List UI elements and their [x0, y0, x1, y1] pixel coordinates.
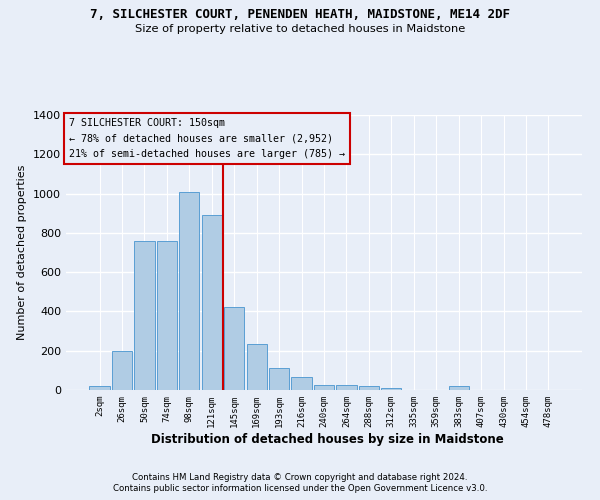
Text: 7, SILCHESTER COURT, PENENDEN HEATH, MAIDSTONE, ME14 2DF: 7, SILCHESTER COURT, PENENDEN HEATH, MAI…: [90, 8, 510, 20]
Y-axis label: Number of detached properties: Number of detached properties: [17, 165, 28, 340]
Bar: [449, 386, 469, 390]
Bar: [314, 384, 334, 390]
Bar: [224, 306, 244, 390]
Text: Size of property relative to detached houses in Maidstone: Size of property relative to detached ho…: [135, 24, 465, 34]
Bar: [337, 384, 356, 390]
Bar: [89, 386, 110, 390]
Bar: [247, 344, 267, 390]
Bar: [359, 386, 379, 390]
Bar: [269, 368, 289, 390]
Bar: [381, 388, 401, 390]
Text: Contains HM Land Registry data © Crown copyright and database right 2024.: Contains HM Land Registry data © Crown c…: [132, 472, 468, 482]
Text: 7 SILCHESTER COURT: 150sqm
← 78% of detached houses are smaller (2,952)
21% of s: 7 SILCHESTER COURT: 150sqm ← 78% of deta…: [68, 118, 344, 159]
Bar: [202, 215, 222, 390]
Bar: [292, 376, 311, 390]
Text: Contains public sector information licensed under the Open Government Licence v3: Contains public sector information licen…: [113, 484, 487, 493]
Bar: [157, 240, 177, 390]
Bar: [134, 240, 155, 390]
Text: Distribution of detached houses by size in Maidstone: Distribution of detached houses by size …: [151, 432, 503, 446]
Bar: [179, 192, 199, 390]
Bar: [112, 350, 132, 390]
